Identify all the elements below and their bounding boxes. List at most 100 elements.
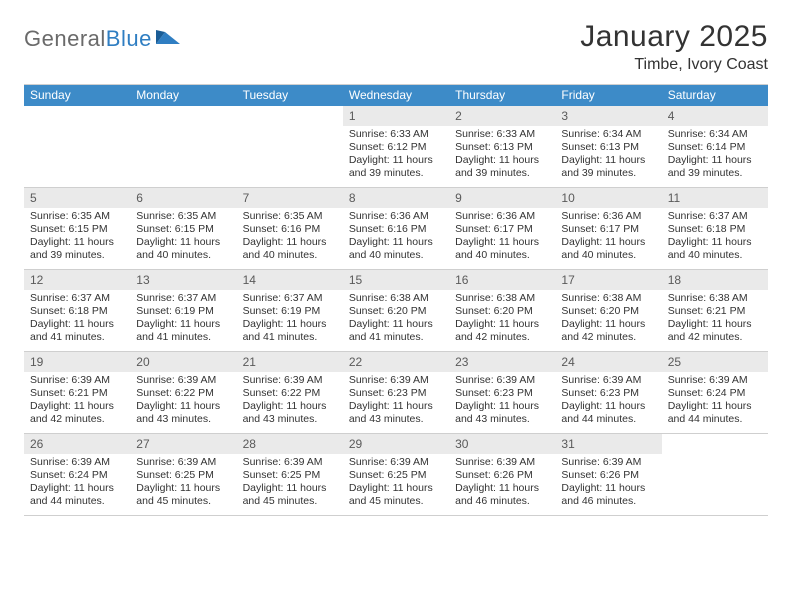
sunrise-text: Sunrise: 6:35 AM bbox=[243, 210, 337, 223]
daylight-text: Daylight: 11 hours and 42 minutes. bbox=[30, 400, 124, 426]
dow-tuesday: Tuesday bbox=[237, 85, 343, 106]
sunset-text: Sunset: 6:26 PM bbox=[455, 469, 549, 482]
sunset-text: Sunset: 6:23 PM bbox=[349, 387, 443, 400]
calendar-cell: 19Sunrise: 6:39 AMSunset: 6:21 PMDayligh… bbox=[24, 352, 130, 434]
daylight-text: Daylight: 11 hours and 41 minutes. bbox=[243, 318, 337, 344]
day-info: Sunrise: 6:35 AMSunset: 6:15 PMDaylight:… bbox=[24, 208, 130, 263]
logo-word2: Blue bbox=[106, 26, 152, 51]
calendar-cell: 9Sunrise: 6:36 AMSunset: 6:17 PMDaylight… bbox=[449, 188, 555, 270]
calendar-week: 12Sunrise: 6:37 AMSunset: 6:18 PMDayligh… bbox=[24, 270, 768, 352]
day-info: Sunrise: 6:39 AMSunset: 6:25 PMDaylight:… bbox=[343, 454, 449, 509]
sunrise-text: Sunrise: 6:33 AM bbox=[455, 128, 549, 141]
calendar-cell: 25Sunrise: 6:39 AMSunset: 6:24 PMDayligh… bbox=[662, 352, 768, 434]
day-number: 19 bbox=[24, 352, 130, 372]
day-number: 13 bbox=[130, 270, 236, 290]
daylight-text: Daylight: 11 hours and 42 minutes. bbox=[455, 318, 549, 344]
daylight-text: Daylight: 11 hours and 40 minutes. bbox=[243, 236, 337, 262]
day-number bbox=[662, 434, 768, 453]
header: GeneralBlue January 2025 Timbe, Ivory Co… bbox=[24, 20, 768, 74]
sunset-text: Sunset: 6:13 PM bbox=[455, 141, 549, 154]
calendar-cell bbox=[237, 106, 343, 188]
day-info: Sunrise: 6:38 AMSunset: 6:20 PMDaylight:… bbox=[343, 290, 449, 345]
calendar-cell: 20Sunrise: 6:39 AMSunset: 6:22 PMDayligh… bbox=[130, 352, 236, 434]
sunrise-text: Sunrise: 6:35 AM bbox=[136, 210, 230, 223]
sunset-text: Sunset: 6:20 PM bbox=[455, 305, 549, 318]
calendar-cell: 14Sunrise: 6:37 AMSunset: 6:19 PMDayligh… bbox=[237, 270, 343, 352]
sunrise-text: Sunrise: 6:38 AM bbox=[668, 292, 762, 305]
dow-monday: Monday bbox=[130, 85, 236, 106]
calendar-cell: 7Sunrise: 6:35 AMSunset: 6:16 PMDaylight… bbox=[237, 188, 343, 270]
day-number: 31 bbox=[555, 434, 661, 454]
day-number bbox=[237, 106, 343, 125]
day-number: 29 bbox=[343, 434, 449, 454]
sunrise-text: Sunrise: 6:39 AM bbox=[243, 374, 337, 387]
sunrise-text: Sunrise: 6:39 AM bbox=[30, 456, 124, 469]
sunset-text: Sunset: 6:25 PM bbox=[349, 469, 443, 482]
sunrise-text: Sunrise: 6:39 AM bbox=[561, 456, 655, 469]
daylight-text: Daylight: 11 hours and 39 minutes. bbox=[668, 154, 762, 180]
day-number: 27 bbox=[130, 434, 236, 454]
calendar-cell: 28Sunrise: 6:39 AMSunset: 6:25 PMDayligh… bbox=[237, 434, 343, 516]
day-number: 24 bbox=[555, 352, 661, 372]
logo: GeneralBlue bbox=[24, 20, 182, 52]
day-info: Sunrise: 6:39 AMSunset: 6:25 PMDaylight:… bbox=[130, 454, 236, 509]
daylight-text: Daylight: 11 hours and 40 minutes. bbox=[136, 236, 230, 262]
day-number: 9 bbox=[449, 188, 555, 208]
sunrise-text: Sunrise: 6:33 AM bbox=[349, 128, 443, 141]
calendar-cell: 29Sunrise: 6:39 AMSunset: 6:25 PMDayligh… bbox=[343, 434, 449, 516]
sunset-text: Sunset: 6:15 PM bbox=[136, 223, 230, 236]
daylight-text: Daylight: 11 hours and 43 minutes. bbox=[243, 400, 337, 426]
sunrise-text: Sunrise: 6:39 AM bbox=[455, 374, 549, 387]
daylight-text: Daylight: 11 hours and 40 minutes. bbox=[668, 236, 762, 262]
calendar-cell bbox=[662, 434, 768, 516]
day-info: Sunrise: 6:36 AMSunset: 6:17 PMDaylight:… bbox=[449, 208, 555, 263]
sunset-text: Sunset: 6:19 PM bbox=[243, 305, 337, 318]
sunrise-text: Sunrise: 6:36 AM bbox=[349, 210, 443, 223]
daylight-text: Daylight: 11 hours and 43 minutes. bbox=[136, 400, 230, 426]
calendar-cell: 26Sunrise: 6:39 AMSunset: 6:24 PMDayligh… bbox=[24, 434, 130, 516]
sunset-text: Sunset: 6:13 PM bbox=[561, 141, 655, 154]
calendar-cell: 31Sunrise: 6:39 AMSunset: 6:26 PMDayligh… bbox=[555, 434, 661, 516]
daylight-text: Daylight: 11 hours and 40 minutes. bbox=[455, 236, 549, 262]
calendar-cell: 18Sunrise: 6:38 AMSunset: 6:21 PMDayligh… bbox=[662, 270, 768, 352]
title-block: January 2025 Timbe, Ivory Coast bbox=[580, 20, 768, 74]
day-number: 10 bbox=[555, 188, 661, 208]
sunrise-text: Sunrise: 6:39 AM bbox=[668, 374, 762, 387]
sunrise-text: Sunrise: 6:39 AM bbox=[243, 456, 337, 469]
dow-sunday: Sunday bbox=[24, 85, 130, 106]
calendar-week: 19Sunrise: 6:39 AMSunset: 6:21 PMDayligh… bbox=[24, 352, 768, 434]
daylight-text: Daylight: 11 hours and 41 minutes. bbox=[349, 318, 443, 344]
sunrise-text: Sunrise: 6:39 AM bbox=[136, 456, 230, 469]
calendar-cell: 22Sunrise: 6:39 AMSunset: 6:23 PMDayligh… bbox=[343, 352, 449, 434]
flag-icon bbox=[156, 26, 182, 51]
day-info: Sunrise: 6:36 AMSunset: 6:16 PMDaylight:… bbox=[343, 208, 449, 263]
day-info: Sunrise: 6:39 AMSunset: 6:23 PMDaylight:… bbox=[449, 372, 555, 427]
day-info: Sunrise: 6:39 AMSunset: 6:21 PMDaylight:… bbox=[24, 372, 130, 427]
calendar-cell: 3Sunrise: 6:34 AMSunset: 6:13 PMDaylight… bbox=[555, 106, 661, 188]
daylight-text: Daylight: 11 hours and 46 minutes. bbox=[455, 482, 549, 508]
day-number: 6 bbox=[130, 188, 236, 208]
day-number: 5 bbox=[24, 188, 130, 208]
sunset-text: Sunset: 6:22 PM bbox=[136, 387, 230, 400]
sunrise-text: Sunrise: 6:36 AM bbox=[561, 210, 655, 223]
calendar: Sunday Monday Tuesday Wednesday Thursday… bbox=[24, 84, 768, 516]
day-number bbox=[130, 106, 236, 125]
sunset-text: Sunset: 6:16 PM bbox=[243, 223, 337, 236]
sunrise-text: Sunrise: 6:38 AM bbox=[349, 292, 443, 305]
day-info: Sunrise: 6:38 AMSunset: 6:20 PMDaylight:… bbox=[449, 290, 555, 345]
day-number: 12 bbox=[24, 270, 130, 290]
calendar-cell: 1Sunrise: 6:33 AMSunset: 6:12 PMDaylight… bbox=[343, 106, 449, 188]
day-number: 1 bbox=[343, 106, 449, 126]
sunset-text: Sunset: 6:17 PM bbox=[561, 223, 655, 236]
day-number bbox=[24, 106, 130, 125]
calendar-cell: 30Sunrise: 6:39 AMSunset: 6:26 PMDayligh… bbox=[449, 434, 555, 516]
daylight-text: Daylight: 11 hours and 39 minutes. bbox=[30, 236, 124, 262]
dow-saturday: Saturday bbox=[662, 85, 768, 106]
daylight-text: Daylight: 11 hours and 46 minutes. bbox=[561, 482, 655, 508]
day-number: 4 bbox=[662, 106, 768, 126]
sunrise-text: Sunrise: 6:34 AM bbox=[668, 128, 762, 141]
page-subtitle: Timbe, Ivory Coast bbox=[580, 56, 768, 74]
sunrise-text: Sunrise: 6:34 AM bbox=[561, 128, 655, 141]
sunset-text: Sunset: 6:23 PM bbox=[561, 387, 655, 400]
daylight-text: Daylight: 11 hours and 41 minutes. bbox=[30, 318, 124, 344]
